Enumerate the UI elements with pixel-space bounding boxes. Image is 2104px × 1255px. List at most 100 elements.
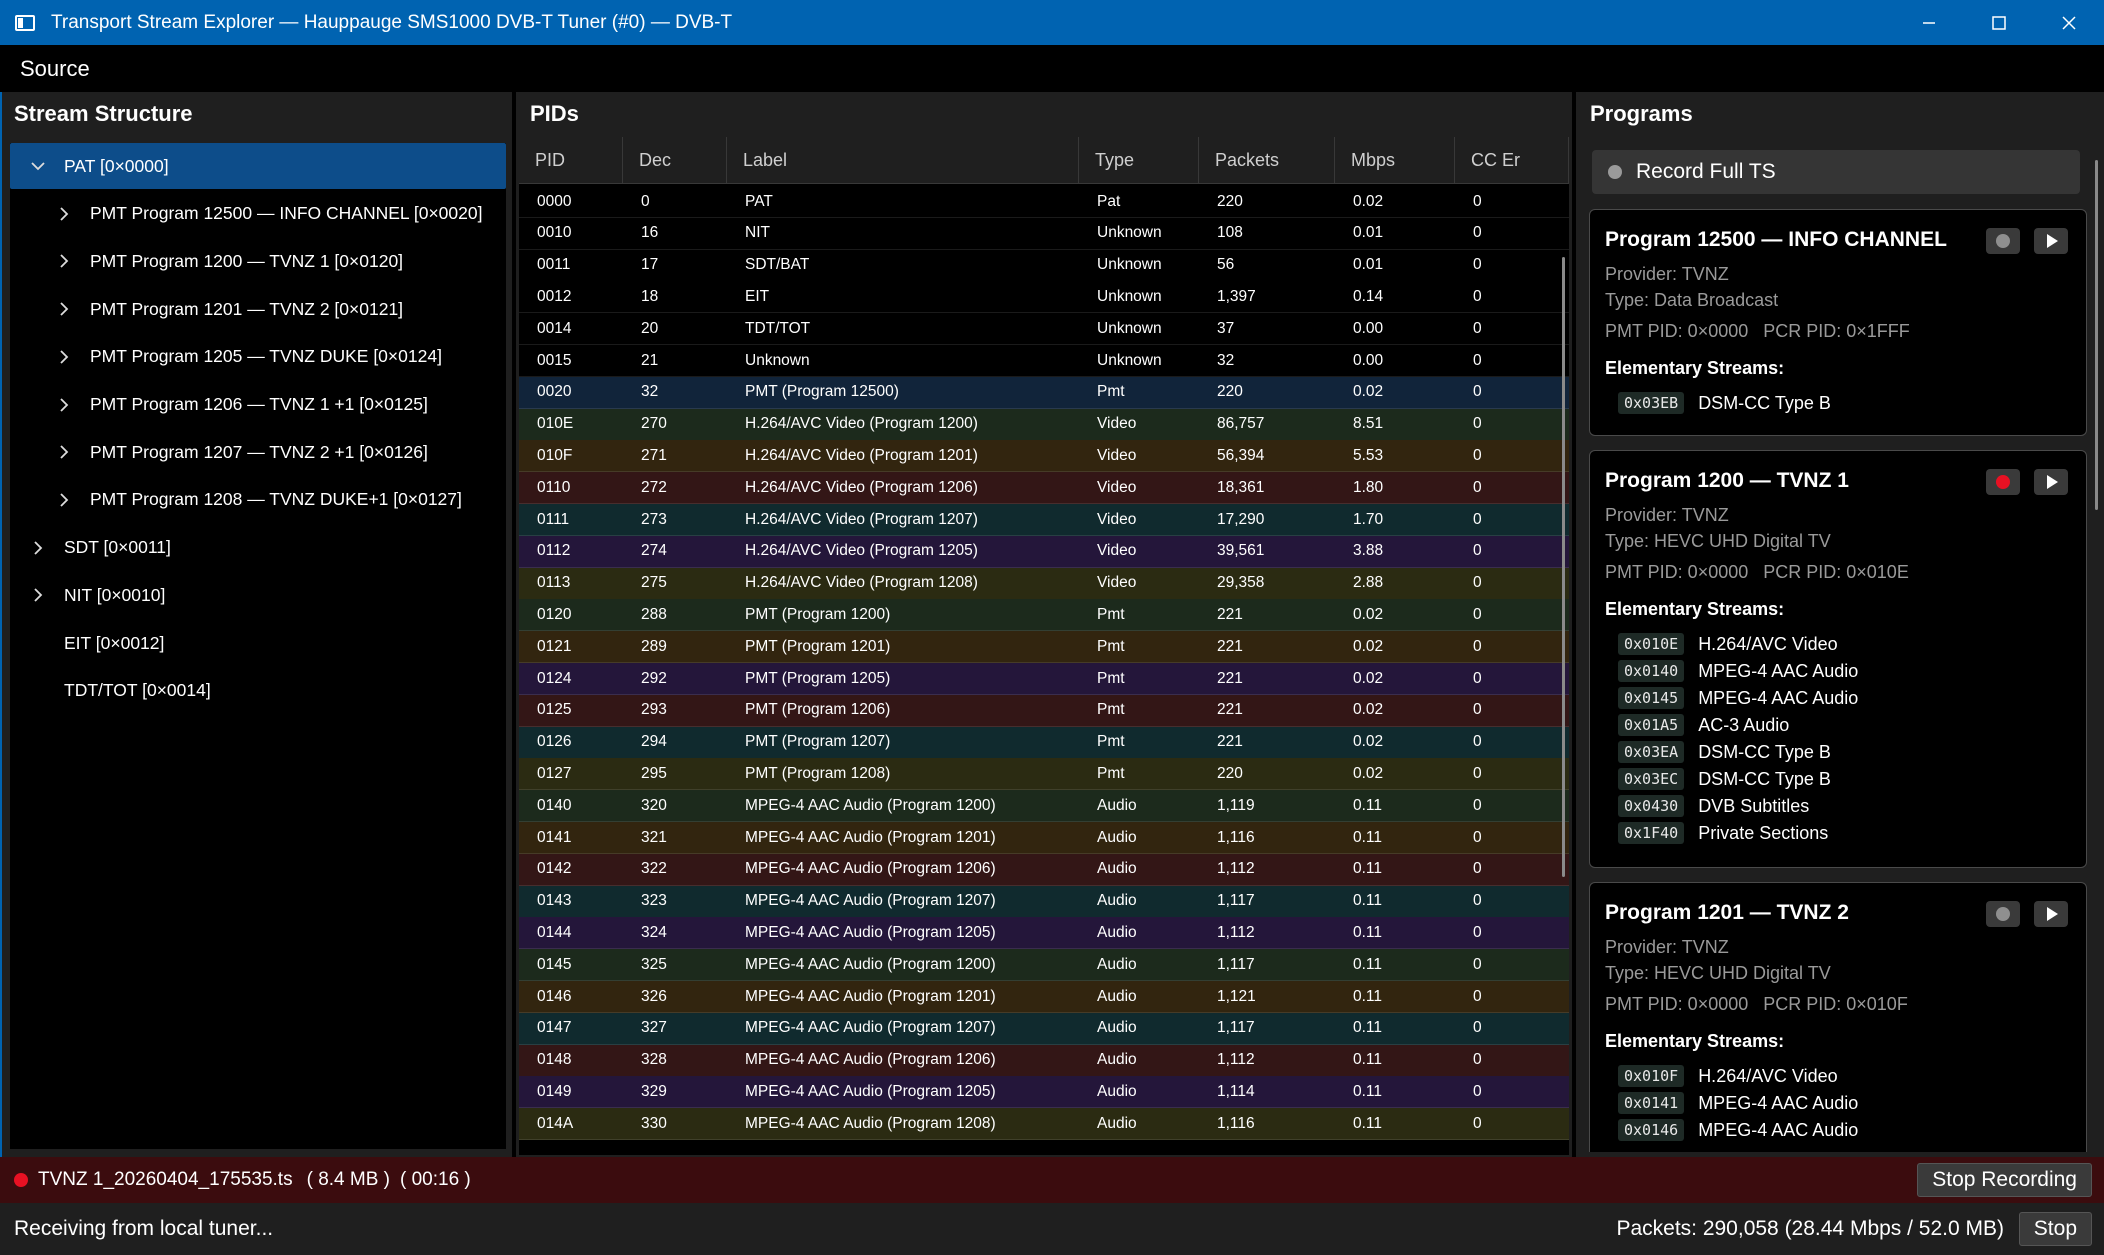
cell-packets: 1,117 [1217,1019,1255,1037]
table-row[interactable]: 0140 320 MPEG-4 AAC Audio (Program 1200) Au… [519,790,1569,823]
cell-label: MPEG-4 AAC Audio (Program 1205) [745,1082,996,1100]
tree-item[interactable]: PMT Program 1206 — TVNZ 1 +1 [0×0125] [10,382,506,428]
tree-item[interactable]: EIT [0×0012] [10,620,506,666]
chevron-right-icon[interactable] [52,297,76,321]
tree-item[interactable]: PMT Program 12500 — INFO CHANNEL [0×0020… [10,191,506,237]
cell-pid: 0120 [537,605,572,623]
table-row[interactable]: 0012 18 EIT Unknown 1,397 0.14 0 [519,281,1569,314]
stream-pid-badge: 0x03EA [1618,741,1685,763]
chevron-right-icon[interactable] [52,440,76,464]
cell-dec: 275 [641,574,667,592]
record-full-ts-button[interactable]: Record Full TS [1592,150,2080,194]
table-row[interactable]: 0111 273 H.264/AVC Video (Program 1207) Vid… [519,504,1569,536]
table-row[interactable]: 0010 16 NIT Unknown 108 0.01 0 [519,217,1569,250]
table-row[interactable]: 0145 325 MPEG-4 AAC Audio (Program 1200) Au… [519,949,1569,982]
elementary-stream-item: 0x0140 MPEG-4 AAC Audio [1618,658,1858,684]
chevron-right-icon[interactable] [52,488,76,512]
play-program-button[interactable] [2034,901,2068,927]
table-row[interactable]: 0110 272 H.264/AVC Video (Program 1206) Vid… [519,472,1569,505]
chevron-right-icon[interactable] [26,536,50,560]
table-row[interactable]: 0146 326 MPEG-4 AAC Audio (Program 1201) Au… [519,981,1569,1013]
table-row[interactable]: 0125 293 PMT (Program 1206) Pmt 221 0.02 0 [519,694,1569,727]
table-row[interactable]: 0000 0 PAT Pat 220 0.02 0 [519,186,1569,218]
stop-button[interactable]: Stop [2018,1212,2092,1246]
tree-item[interactable]: SDT [0×0011] [10,525,506,571]
chevron-right-icon[interactable] [26,583,50,607]
cell-dec: 18 [641,287,659,305]
tree-item[interactable]: TDT/TOT [0×0014] [10,668,506,714]
table-row[interactable]: 0149 329 MPEG-4 AAC Audio (Program 1205) Au… [519,1076,1569,1109]
close-icon[interactable] [2034,0,2104,45]
column-header-cc[interactable]: CC Er [1455,137,1569,184]
table-row[interactable]: 0011 17 SDT/BAT Unknown 56 0.01 0 [519,249,1569,282]
cell-cc: 0 [1473,224,1482,242]
table-row[interactable]: 010E 270 H.264/AVC Video (Program 1200) Vid… [519,408,1569,441]
stop-recording-button[interactable]: Stop Recording [1917,1163,2092,1197]
table-row[interactable]: 0112 274 H.264/AVC Video (Program 1205) Vid… [519,535,1569,568]
column-header-packets[interactable]: Packets [1199,137,1335,184]
play-program-button[interactable] [2034,228,2068,254]
cell-mbps: 0.11 [1353,1051,1383,1069]
table-row[interactable]: 0124 292 PMT (Program 1205) Pmt 221 0.02 0 [519,663,1569,695]
table-row[interactable]: 014A 330 MPEG-4 AAC Audio (Program 1208) Au… [519,1108,1569,1141]
table-row[interactable]: 010F 271 H.264/AVC Video (Program 1201) Vid… [519,440,1569,473]
table-row[interactable]: 0127 295 PMT (Program 1208) Pmt 220 0.02 0 [519,758,1569,791]
table-row[interactable]: 0020 32 PMT (Program 12500) Pmt 220 0.02 0 [519,376,1569,409]
cell-pid: 0124 [537,669,572,687]
minimize-icon[interactable] [1894,0,1964,45]
tree-item-label: PMT Program 1200 — TVNZ 1 [0×0120] [90,250,404,271]
table-row[interactable]: 0120 288 PMT (Program 1200) Pmt 221 0.02 0 [519,599,1569,632]
tree-item[interactable]: PMT Program 1208 — TVNZ DUKE+1 [0×0127] [10,477,506,523]
table-row[interactable]: 0121 289 PMT (Program 1201) Pmt 221 0.02 0 [519,631,1569,664]
table-row[interactable]: 0014 20 TDT/TOT Unknown 37 0.00 0 [519,313,1569,346]
tree-item-label: PMT Program 1205 — TVNZ DUKE [0×0124] [90,346,442,367]
cell-packets: 1,116 [1217,828,1255,846]
tree-item[interactable]: PAT [0×0000] [10,143,506,189]
cell-mbps: 0.01 [1353,224,1384,242]
maximize-icon[interactable] [1964,0,2034,45]
tree-item[interactable]: PMT Program 1205 — TVNZ DUKE [0×0124] [10,334,506,380]
cell-dec: 328 [641,1051,667,1069]
cell-cc: 0 [1473,828,1482,846]
tree-item[interactable]: PMT Program 1201 — TVNZ 2 [0×0121] [10,286,506,332]
table-row[interactable]: 0126 294 PMT (Program 1207) Pmt 221 0.02 0 [519,726,1569,759]
cell-type: Unknown [1097,256,1162,274]
table-row[interactable]: 0113 275 H.264/AVC Video (Program 1208) Vid… [519,567,1569,600]
programs-scrollbar[interactable] [2095,160,2098,510]
table-row[interactable]: 0141 321 MPEG-4 AAC Audio (Program 1201) Au… [519,822,1569,854]
cell-mbps: 0.11 [1353,1019,1383,1037]
record-program-button[interactable] [1986,469,2020,495]
table-row[interactable]: 0147 327 MPEG-4 AAC Audio (Program 1207) Au… [519,1012,1569,1045]
cell-type: Pmt [1097,605,1125,623]
column-header-mbps[interactable]: Mbps [1335,137,1455,184]
table-row[interactable]: 0144 324 MPEG-4 AAC Audio (Program 1205) Au… [519,917,1569,950]
tree-item[interactable]: NIT [0×0010] [10,572,506,618]
pid-table-scrollbar[interactable] [1562,257,1565,877]
chevron-right-icon[interactable] [52,202,76,226]
record-program-button[interactable] [1986,228,2020,254]
record-dot-icon [1996,475,2010,489]
stream-tree: PAT [0×0000] PMT Program 12500 — INFO CHA… [10,143,506,1149]
table-row[interactable]: 0143 323 MPEG-4 AAC Audio (Program 1207) Au… [519,885,1569,918]
tree-item[interactable]: PMT Program 1207 — TVNZ 2 +1 [0×0126] [10,429,506,475]
chevron-right-icon[interactable] [52,345,76,369]
status-bar: Receiving from local tuner... Packets: 2… [0,1203,2104,1255]
cell-label: NIT [745,224,770,242]
column-header-pid[interactable]: PID [519,137,623,184]
cell-cc: 0 [1473,1114,1482,1132]
play-program-button[interactable] [2034,469,2068,495]
tree-item[interactable]: PMT Program 1200 — TVNZ 1 [0×0120] [10,238,506,284]
chevron-down-icon[interactable] [26,154,50,178]
table-row[interactable]: 0015 21 Unknown Unknown 32 0.00 0 [519,345,1569,377]
column-header-label[interactable]: Label [727,137,1079,184]
chevron-right-icon[interactable] [52,393,76,417]
column-header-type[interactable]: Type [1079,137,1199,184]
chevron-right-icon[interactable] [52,249,76,273]
play-icon [2047,907,2058,921]
record-program-button[interactable] [1986,901,2020,927]
menu-source[interactable]: Source [20,55,90,81]
cell-cc: 0 [1473,860,1482,878]
table-row[interactable]: 0142 322 MPEG-4 AAC Audio (Program 1206) Au… [519,853,1569,886]
table-row[interactable]: 0148 328 MPEG-4 AAC Audio (Program 1206) Au… [519,1044,1569,1077]
column-header-dec[interactable]: Dec [623,137,727,184]
